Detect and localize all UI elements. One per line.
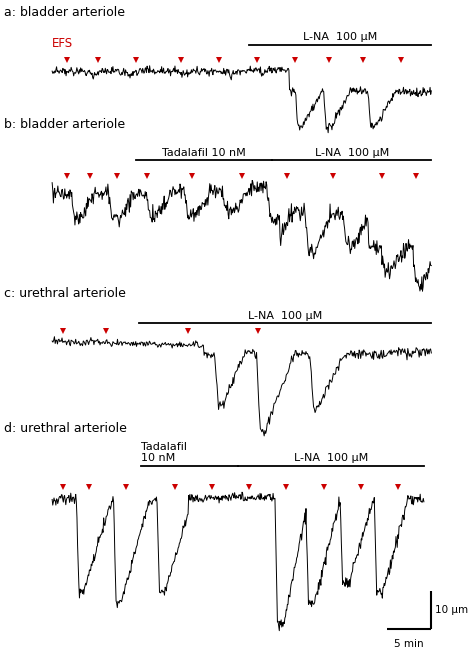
Text: d: urethral arteriole: d: urethral arteriole	[4, 422, 127, 435]
Text: L-NA  100 μM: L-NA 100 μM	[248, 311, 322, 321]
Text: 5 min: 5 min	[394, 639, 424, 649]
Text: L-NA  100 μM: L-NA 100 μM	[315, 148, 389, 158]
Text: 10 μm: 10 μm	[435, 605, 468, 615]
Text: L-NA  100 μM: L-NA 100 μM	[294, 454, 368, 464]
Text: L-NA  100 μM: L-NA 100 μM	[303, 31, 377, 41]
Text: Tadalafil
10 nM: Tadalafil 10 nM	[141, 442, 187, 464]
Text: a: bladder arteriole: a: bladder arteriole	[4, 6, 125, 19]
Text: b: bladder arteriole: b: bladder arteriole	[4, 118, 125, 131]
Text: Tadalafil 10 nM: Tadalafil 10 nM	[162, 148, 246, 158]
Text: c: urethral arteriole: c: urethral arteriole	[4, 287, 126, 300]
Text: EFS: EFS	[52, 37, 73, 50]
